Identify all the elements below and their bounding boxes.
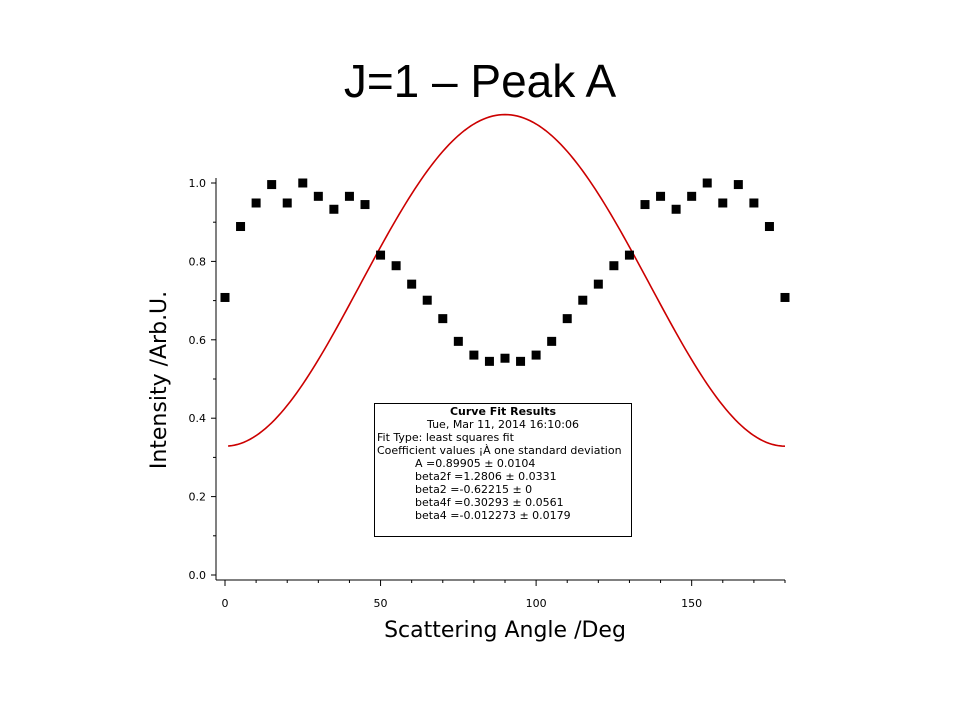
y-tick-label: 0.4 xyxy=(189,412,207,425)
slide-title: J=1 – Peak A xyxy=(343,55,617,107)
data-point xyxy=(220,292,230,302)
data-point xyxy=(267,180,277,190)
y-tick-label: 0.8 xyxy=(189,255,207,268)
data-point xyxy=(609,261,619,271)
y-ticks: 0.0 0.2 0.4 0.6 0.8 1.0 xyxy=(189,177,216,582)
data-point xyxy=(733,180,743,190)
x-tick-label: 0 xyxy=(222,597,229,610)
data-point xyxy=(453,336,463,346)
y-tick-label: 1.0 xyxy=(189,177,207,190)
fit-box-coef-header: Coefficient values ¡À one standard devia… xyxy=(377,444,622,457)
data-point xyxy=(484,356,494,366)
data-point xyxy=(282,198,292,208)
fit-curve-group xyxy=(228,113,786,447)
data-point xyxy=(702,178,712,188)
y-axis-title: Intensity /Arb.U. xyxy=(147,291,172,469)
data-point xyxy=(578,295,588,305)
x-ticks: 0 50 100 150 xyxy=(222,580,786,610)
x-tick-label: 100 xyxy=(526,597,547,610)
curve-fit-results-box: Curve Fit Results Tue, Mar 11, 2014 16:1… xyxy=(374,403,632,537)
data-point xyxy=(407,279,417,289)
data-point xyxy=(422,295,432,305)
fit-box-title: Curve Fit Results xyxy=(449,405,557,418)
data-point xyxy=(562,314,572,324)
data-point xyxy=(298,178,308,188)
x-axis-title: Scattering Angle /Deg xyxy=(384,618,626,643)
data-point xyxy=(780,292,790,302)
fit-box-coef-beta4f: beta4f =0.30293 ± 0.0561 xyxy=(415,496,564,509)
data-point xyxy=(313,191,323,201)
data-point xyxy=(749,198,759,208)
data-point xyxy=(718,198,728,208)
fit-box-coef-beta2f: beta2f =1.2806 ± 0.0331 xyxy=(415,470,557,483)
fit-box-coef-beta2: beta2 =-0.62215 ± 0 xyxy=(415,483,533,496)
fit-box-fit-type: Fit Type: least squares fit xyxy=(377,431,514,444)
data-point xyxy=(593,279,603,289)
data-point xyxy=(469,350,479,360)
data-point xyxy=(656,191,666,201)
data-point xyxy=(547,336,557,346)
data-points xyxy=(220,178,790,366)
data-point xyxy=(236,222,246,232)
data-point xyxy=(687,191,697,201)
y-tick-label: 0.2 xyxy=(189,491,207,504)
data-point xyxy=(251,198,261,208)
fit-box-timestamp: Tue, Mar 11, 2014 16:10:06 xyxy=(427,418,579,431)
data-point xyxy=(391,261,401,271)
y-tick-label: 0.0 xyxy=(189,569,207,582)
data-point xyxy=(360,200,370,210)
data-point xyxy=(671,204,681,214)
data-point xyxy=(624,250,634,260)
data-point xyxy=(438,314,448,324)
data-point xyxy=(329,204,339,214)
x-tick-label: 50 xyxy=(374,597,388,610)
data-point xyxy=(344,191,354,201)
data-point xyxy=(531,350,541,360)
x-tick-label: 150 xyxy=(681,597,702,610)
fit-curve xyxy=(228,113,786,447)
data-point xyxy=(764,222,774,232)
data-point xyxy=(516,356,526,366)
fit-box-coef-beta4: beta4 =-0.012273 ± 0.0179 xyxy=(415,509,571,522)
data-point xyxy=(376,250,386,260)
data-point xyxy=(500,353,510,363)
fit-box-coef-a: A =0.89905 ± 0.0104 xyxy=(415,457,536,470)
data-point xyxy=(640,200,650,210)
y-tick-label: 0.6 xyxy=(189,334,207,347)
